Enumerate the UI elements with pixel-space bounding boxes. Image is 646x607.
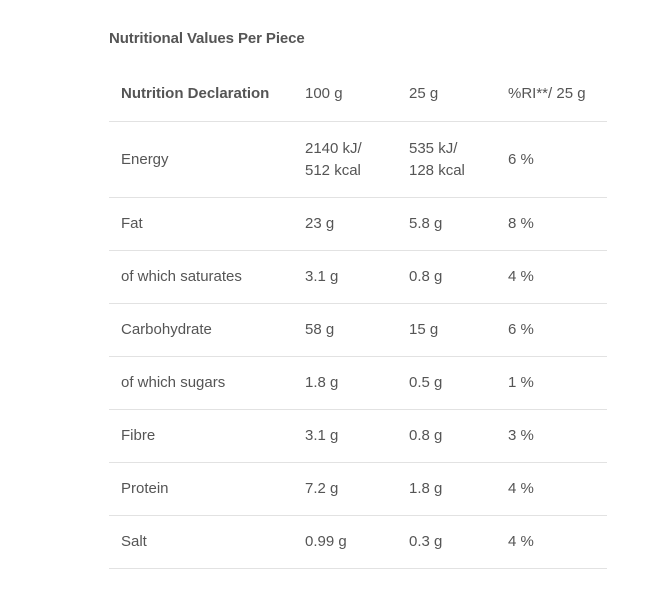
ri-percent: 8 % [508,215,534,232]
table-row: Fat 23 g 5.8 g 8 % [109,198,607,251]
value-per-100g: 58 g [305,321,335,338]
header-per-25g: 25 g [409,85,439,102]
value-per-25g: 0.8 g [409,427,443,444]
nutrient-name: Fat [121,215,143,232]
table-row: of which sugars 1.8 g 0.5 g 1 % [109,357,607,410]
header-per-100g: 100 g [305,85,343,102]
nutrient-name: Protein [121,480,169,497]
nutrient-name: Salt [121,533,147,550]
ri-percent: 4 % [508,480,534,497]
table-row: Fibre 3.1 g 0.8 g 3 % [109,410,607,463]
table-row: Salt 0.99 g 0.3 g 4 % [109,516,607,569]
section-title: Nutritional Values Per Piece [109,30,305,47]
nutrient-name: Carbohydrate [121,321,212,338]
header-nutrition-declaration: Nutrition Declaration [121,85,270,102]
ri-percent: 1 % [508,374,534,391]
table-row: Carbohydrate 58 g 15 g 6 % [109,304,607,357]
value-per-25g: 5.8 g [409,215,443,232]
ri-percent: 4 % [508,268,534,285]
value-per-25g: 15 g [409,321,439,338]
ri-percent: 4 % [508,533,534,550]
value-per-25g: 535 kJ/ 128 kcal [409,139,465,179]
value-per-100g: 1.8 g [305,374,339,391]
value-per-100g: 3.1 g [305,268,339,285]
table-row: Protein 7.2 g 1.8 g 4 % [109,463,607,516]
table-row: Energy 2140 kJ/ 512 kcal 535 kJ/ 128 kca… [109,122,607,198]
value-per-25g: 0.3 g [409,533,443,550]
ri-percent: 6 % [508,150,534,168]
table-header-row: Nutrition Declaration 100 g 25 g %RI**/ … [109,67,607,122]
nutrient-name: Fibre [121,427,156,444]
value-per-100g: 7.2 g [305,480,339,497]
ri-percent: 3 % [508,427,534,444]
ri-percent: 6 % [508,321,534,338]
nutrient-name: of which sugars [121,374,226,391]
value-per-100g: 3.1 g [305,427,339,444]
nutrient-name: Energy [121,150,169,168]
value-per-25g: 1.8 g [409,480,443,497]
nutrition-table: Nutrition Declaration 100 g 25 g %RI**/ … [109,67,607,569]
value-per-100g: 23 g [305,215,335,232]
value-per-25g: 0.8 g [409,268,443,285]
table-row: of which saturates 3.1 g 0.8 g 4 % [109,251,607,304]
value-per-100g: 0.99 g [305,533,347,550]
value-per-25g: 0.5 g [409,374,443,391]
nutrient-name: of which saturates [121,268,242,285]
value-per-100g: 2140 kJ/ 512 kcal [305,139,362,179]
header-ri-percent: %RI**/ 25 g [508,85,586,102]
